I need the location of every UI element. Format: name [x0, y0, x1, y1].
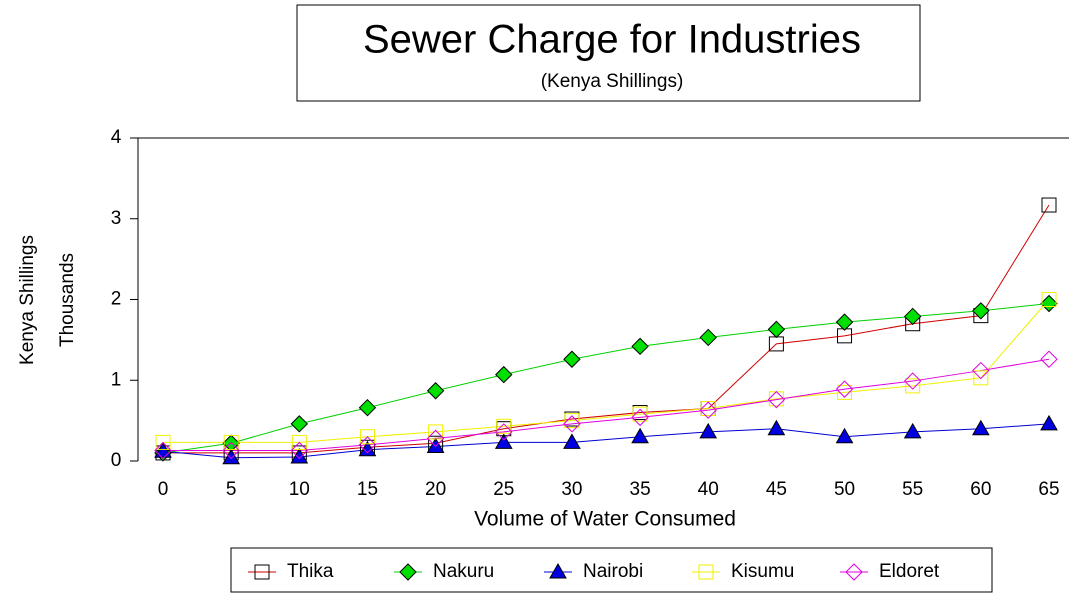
legend-box: [230, 547, 993, 593]
y-tick-label: 1: [111, 369, 122, 390]
data-point: [903, 307, 922, 326]
data-point: [494, 433, 513, 449]
data-point: [1041, 292, 1057, 307]
legend-marker: [254, 564, 270, 580]
x-tick-label: 15: [357, 479, 378, 500]
chart-title: Sewer Charge for Industries: [363, 18, 861, 62]
data-point: [767, 419, 786, 436]
data-point: [222, 441, 240, 460]
data-point: [495, 365, 513, 384]
data-point: [290, 447, 309, 464]
data-point: [155, 434, 171, 450]
data-point: [496, 418, 512, 434]
legend-label: Nairobi: [583, 561, 643, 582]
legend-label: Kisumu: [731, 561, 794, 582]
y-axis-label: Thousands: [57, 253, 78, 347]
title-box: [296, 4, 921, 102]
y-tick-label: 2: [111, 289, 122, 310]
x-tick-label: 10: [289, 479, 310, 500]
data-point: [426, 437, 445, 453]
x-tick-label: 0: [158, 479, 169, 500]
data-point: [358, 398, 377, 417]
data-point: [835, 380, 854, 398]
x-tick-label: 60: [970, 479, 991, 500]
x-tick-label: 45: [766, 479, 787, 500]
legend-label: Thika: [287, 561, 334, 582]
data-point: [563, 433, 581, 449]
legend-marker: [698, 564, 714, 580]
data-point: [1040, 350, 1058, 368]
data-point: [563, 415, 581, 433]
data-point: [154, 441, 172, 460]
data-point: [290, 415, 309, 433]
series-line: [162, 303, 1050, 454]
x-tick-label: 25: [493, 479, 514, 500]
data-point: [1040, 414, 1058, 431]
data-point: [699, 401, 717, 419]
data-point: [631, 427, 649, 444]
x-tick-label: 55: [902, 479, 923, 500]
series-line: [162, 423, 1050, 459]
data-point: [631, 337, 649, 356]
legend-marker: [845, 563, 863, 581]
data-point: [767, 390, 786, 409]
x-axis-label: Volume of Water Consumed: [474, 508, 736, 531]
data-point: [972, 302, 990, 320]
x-tick-label: 40: [698, 479, 719, 500]
x-tick-label: 35: [630, 479, 651, 500]
data-point: [426, 429, 445, 448]
series-line: [163, 204, 1050, 454]
data-point: [1041, 197, 1057, 213]
data-point: [903, 422, 922, 439]
legend-label: Eldoret: [879, 561, 940, 582]
x-tick-label: 50: [834, 479, 855, 500]
y-tick-label: 3: [111, 208, 122, 229]
data-point: [290, 441, 309, 460]
chart-subtitle: (Kenya Shillings): [541, 71, 684, 92]
series-line: [163, 299, 1050, 443]
data-point: [291, 434, 307, 450]
data-point: [835, 427, 854, 444]
data-point: [222, 448, 241, 465]
data-point: [767, 320, 786, 339]
data-point: [972, 361, 990, 380]
legend-marker: [549, 562, 567, 579]
data-point: [837, 384, 853, 400]
data-point: [699, 422, 718, 439]
x-tick-label: 5: [226, 479, 237, 500]
data-point: [631, 408, 649, 427]
y-tick-label: 0: [111, 450, 122, 471]
data-point: [903, 372, 922, 390]
x-tick-label: 20: [425, 479, 446, 500]
data-point: [699, 328, 717, 347]
series-line: [163, 358, 1050, 452]
data-point: [495, 423, 513, 441]
data-point: [358, 436, 377, 454]
data-point: [971, 419, 990, 436]
y-axis-label: Kenya Shillings: [17, 235, 38, 365]
data-point: [428, 424, 444, 440]
y-tick-label: 4: [111, 127, 122, 148]
legend-marker: [399, 563, 417, 581]
data-point: [563, 350, 581, 368]
data-point: [1040, 294, 1058, 313]
x-tick-label: 65: [1038, 479, 1059, 500]
data-point: [564, 413, 580, 429]
data-point: [359, 429, 375, 445]
data-point: [835, 313, 854, 331]
data-point: [223, 434, 239, 450]
data-point: [632, 406, 648, 422]
data-point: [973, 370, 989, 386]
legend-label: Nakuru: [433, 561, 494, 582]
x-tick-label: 30: [561, 479, 582, 500]
data-point: [905, 378, 921, 394]
data-point: [426, 382, 445, 400]
